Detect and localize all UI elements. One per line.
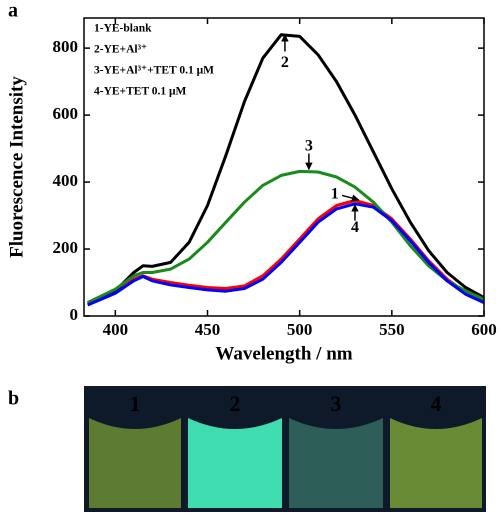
legend-entry: 4-YE+TET 0.1 μM	[94, 86, 187, 98]
y-tick-label: 200	[53, 238, 79, 257]
series-line	[87, 169, 485, 304]
y-tick-label: 800	[53, 37, 79, 56]
series-line	[87, 202, 485, 307]
annotation: 2	[281, 54, 289, 71]
photo-label: 4	[431, 391, 442, 416]
legend-entry: 2-YE+Al³⁺	[94, 44, 147, 56]
annotation: 3	[305, 138, 313, 155]
x-tick-label: 550	[379, 320, 405, 339]
x-tick-label: 400	[103, 320, 129, 339]
legend-entry: 3-YE+Al³⁺+TET 0.1 μM	[94, 65, 214, 77]
vial	[188, 418, 282, 508]
photo-label: 1	[130, 391, 141, 416]
y-tick-label: 600	[53, 104, 79, 123]
x-tick-label: 600	[471, 320, 497, 339]
plot-frame	[83, 17, 485, 317]
vial	[289, 418, 383, 508]
photo-label: 2	[230, 391, 241, 416]
annotation-arrow	[341, 194, 360, 202]
series-line	[87, 199, 485, 306]
panel-label: b	[8, 388, 19, 410]
vial	[89, 418, 181, 508]
x-tick-label: 500	[287, 320, 313, 339]
photo-label: 3	[331, 391, 342, 416]
y-tick-label: 0	[70, 305, 79, 324]
panel-label: a	[8, 0, 18, 22]
annotation: 1	[331, 185, 339, 202]
annotation: 4	[351, 219, 359, 236]
y-tick-label: 400	[53, 171, 79, 190]
x-tick-label: 450	[195, 320, 221, 339]
vial-meniscus	[89, 418, 482, 429]
legend-entry: 1-YE-blank	[94, 23, 152, 35]
y-axis-label: Fluorescence Intensity	[6, 76, 27, 258]
vial	[390, 418, 482, 508]
x-axis-label: Wavelength / nm	[215, 343, 352, 364]
